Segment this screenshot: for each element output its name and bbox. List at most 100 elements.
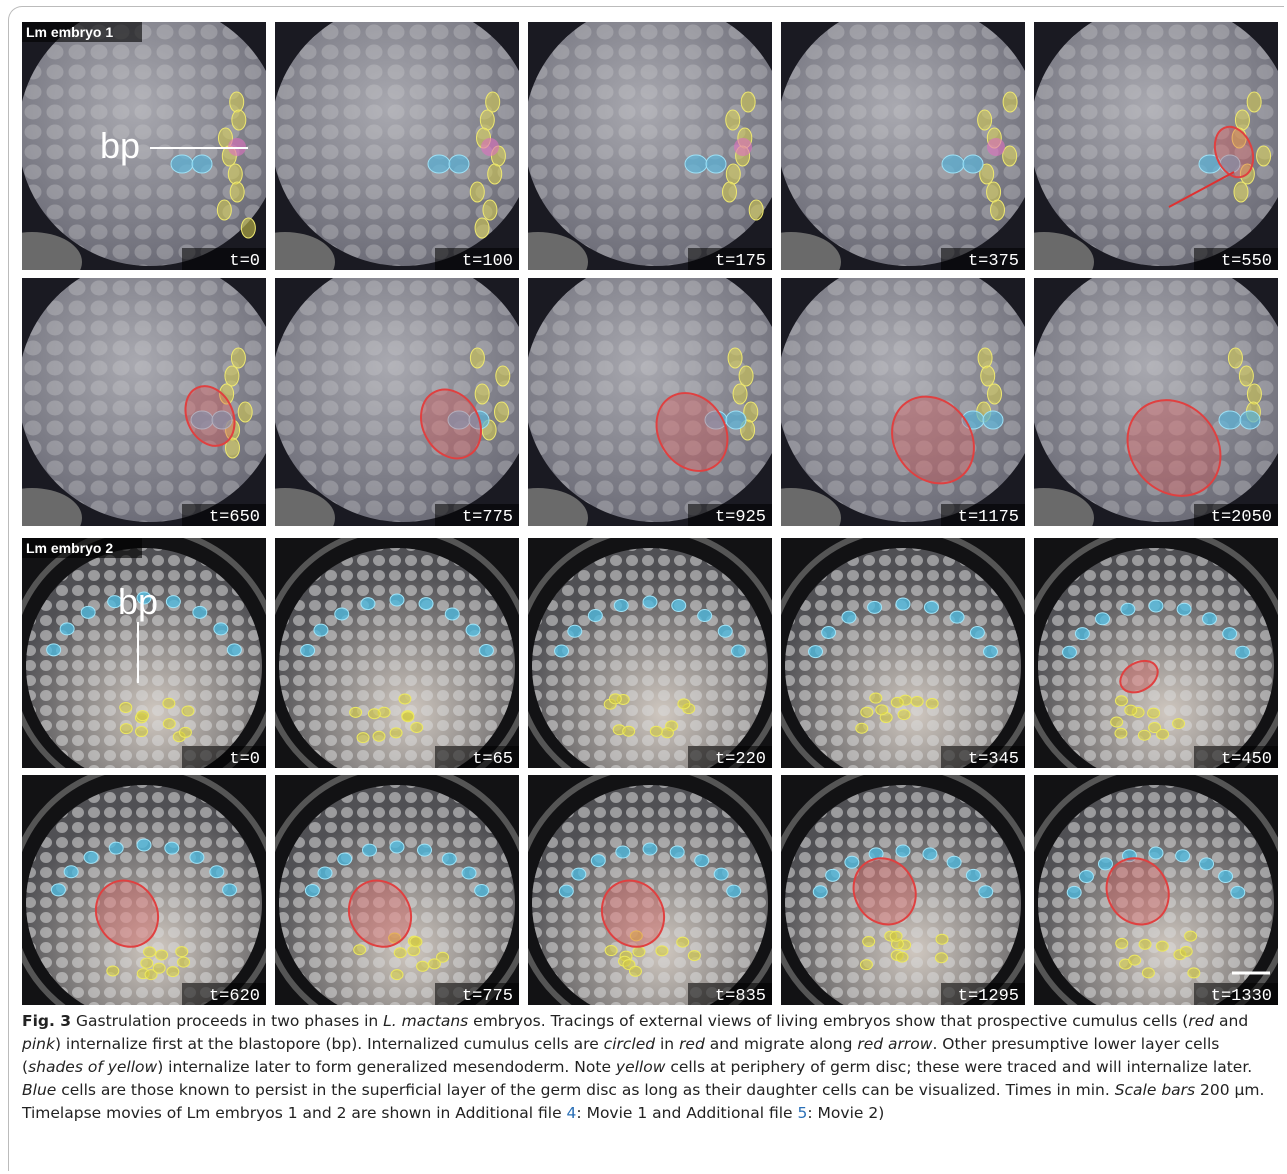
yellow-cell	[1173, 719, 1185, 729]
blue-cell	[466, 624, 480, 636]
blue-cell	[193, 606, 207, 618]
yellow-cell	[120, 724, 132, 734]
time-label: t=1175	[958, 508, 1019, 527]
blue-cell	[362, 844, 376, 856]
yellow-cell	[988, 384, 1002, 404]
panel: t=375	[741, 2, 1041, 292]
yellow-cell	[661, 728, 673, 738]
yellow-cell	[495, 402, 509, 422]
yellow-cell	[390, 728, 402, 738]
yellow-cell	[650, 726, 662, 736]
yellow-cell	[856, 723, 868, 733]
time-label: t=620	[209, 987, 260, 1006]
caption-text: in	[655, 1035, 679, 1053]
yellow-cell	[890, 931, 902, 941]
blue-cell	[64, 866, 78, 878]
blue-cell	[731, 645, 745, 657]
blue-cell	[475, 885, 489, 897]
yellow-cell	[978, 348, 992, 368]
blue-cell	[1236, 646, 1250, 658]
time-label: t=1330	[1211, 987, 1272, 1006]
yellow-cell	[633, 947, 645, 957]
time-label: t=65	[472, 750, 513, 769]
caption-text: embryos. Tracings of external views of l…	[468, 1012, 1188, 1030]
time-label: t=2050	[1211, 508, 1272, 527]
blue-cell	[813, 886, 827, 898]
panel: t=835	[516, 766, 784, 1008]
embryo-cells	[271, 2, 535, 266]
blue-cell	[706, 155, 726, 173]
yellow-cell	[605, 946, 617, 956]
blue-cell	[868, 601, 882, 613]
yellow-cell	[677, 937, 689, 947]
blue-cell	[1075, 628, 1089, 640]
caption-text: ) internalize later to form generalized …	[157, 1058, 616, 1076]
blue-cell	[223, 884, 237, 896]
yellow-cell	[926, 698, 938, 708]
yellow-cell	[1234, 182, 1248, 202]
blue-cell	[950, 611, 964, 623]
panel-image	[516, 766, 784, 1008]
yellow-cell	[891, 697, 903, 707]
yellow-cell	[496, 366, 510, 386]
blue-cell	[1121, 603, 1135, 615]
yellow-cell	[1247, 92, 1261, 112]
embryo-cells	[18, 258, 282, 522]
yellow-cell	[475, 384, 489, 404]
yellow-cell	[373, 731, 385, 741]
yellow-cell	[987, 182, 1001, 202]
yellow-cell	[741, 92, 755, 112]
panel: t=775	[263, 766, 531, 1008]
yellow-cell	[978, 110, 992, 130]
yellow-cell	[678, 699, 690, 709]
time-label: t=550	[1221, 252, 1272, 271]
yellow-cell	[861, 707, 873, 717]
yellow-cell	[488, 164, 502, 184]
blue-cell	[1062, 646, 1076, 658]
yellow-cell	[368, 709, 380, 719]
yellow-cell	[870, 693, 882, 703]
blue-cell	[227, 644, 241, 656]
yellow-cell	[1111, 717, 1123, 727]
yellow-cell	[475, 218, 489, 238]
panel-image	[769, 766, 1037, 1008]
time-label: t=835	[715, 987, 766, 1006]
yellow-cell	[749, 200, 763, 220]
yellow-cell	[876, 705, 888, 715]
caption-italic: red	[1188, 1012, 1214, 1030]
blue-cell	[718, 625, 732, 637]
blue-cell	[51, 884, 65, 896]
blue-cell	[1219, 411, 1241, 429]
caption-label: Fig. 3	[22, 1012, 71, 1030]
panel: t=0Lm embryo 1bp	[0, 2, 282, 292]
blue-cell	[983, 411, 1003, 429]
blue-cell	[314, 624, 328, 636]
time-label: t=775	[462, 508, 513, 527]
panel: t=450	[1022, 529, 1287, 797]
time-label: t=220	[715, 750, 766, 769]
yellow-cell	[1239, 366, 1253, 386]
caption: Fig. 3 Gastrulation proceeds in two phas…	[22, 1010, 1272, 1125]
caption-italic: pink	[22, 1035, 55, 1053]
blue-cell	[983, 646, 997, 658]
blue-cell	[137, 839, 151, 851]
yellow-cell	[1139, 939, 1151, 949]
panel-image	[263, 766, 531, 1008]
file-link[interactable]: 4	[567, 1104, 577, 1122]
panel: t=620	[10, 766, 278, 1008]
yellow-cell	[1157, 729, 1169, 739]
caption-text: Gastrulation proceeds in two phases in	[71, 1012, 383, 1030]
panel: t=1295	[769, 766, 1037, 1008]
blue-cell	[419, 598, 433, 610]
blue-cell	[338, 853, 352, 865]
file-link[interactable]: 5	[798, 1104, 808, 1122]
embryo-cells	[777, 2, 1041, 266]
time-label: t=775	[462, 987, 513, 1006]
panel: t=2050	[994, 258, 1287, 548]
yellow-cell	[217, 200, 231, 220]
blue-cell	[210, 866, 224, 878]
yellow-cell	[354, 945, 366, 955]
yellow-cell	[863, 937, 875, 947]
caption-italic: red arrow	[857, 1035, 932, 1053]
